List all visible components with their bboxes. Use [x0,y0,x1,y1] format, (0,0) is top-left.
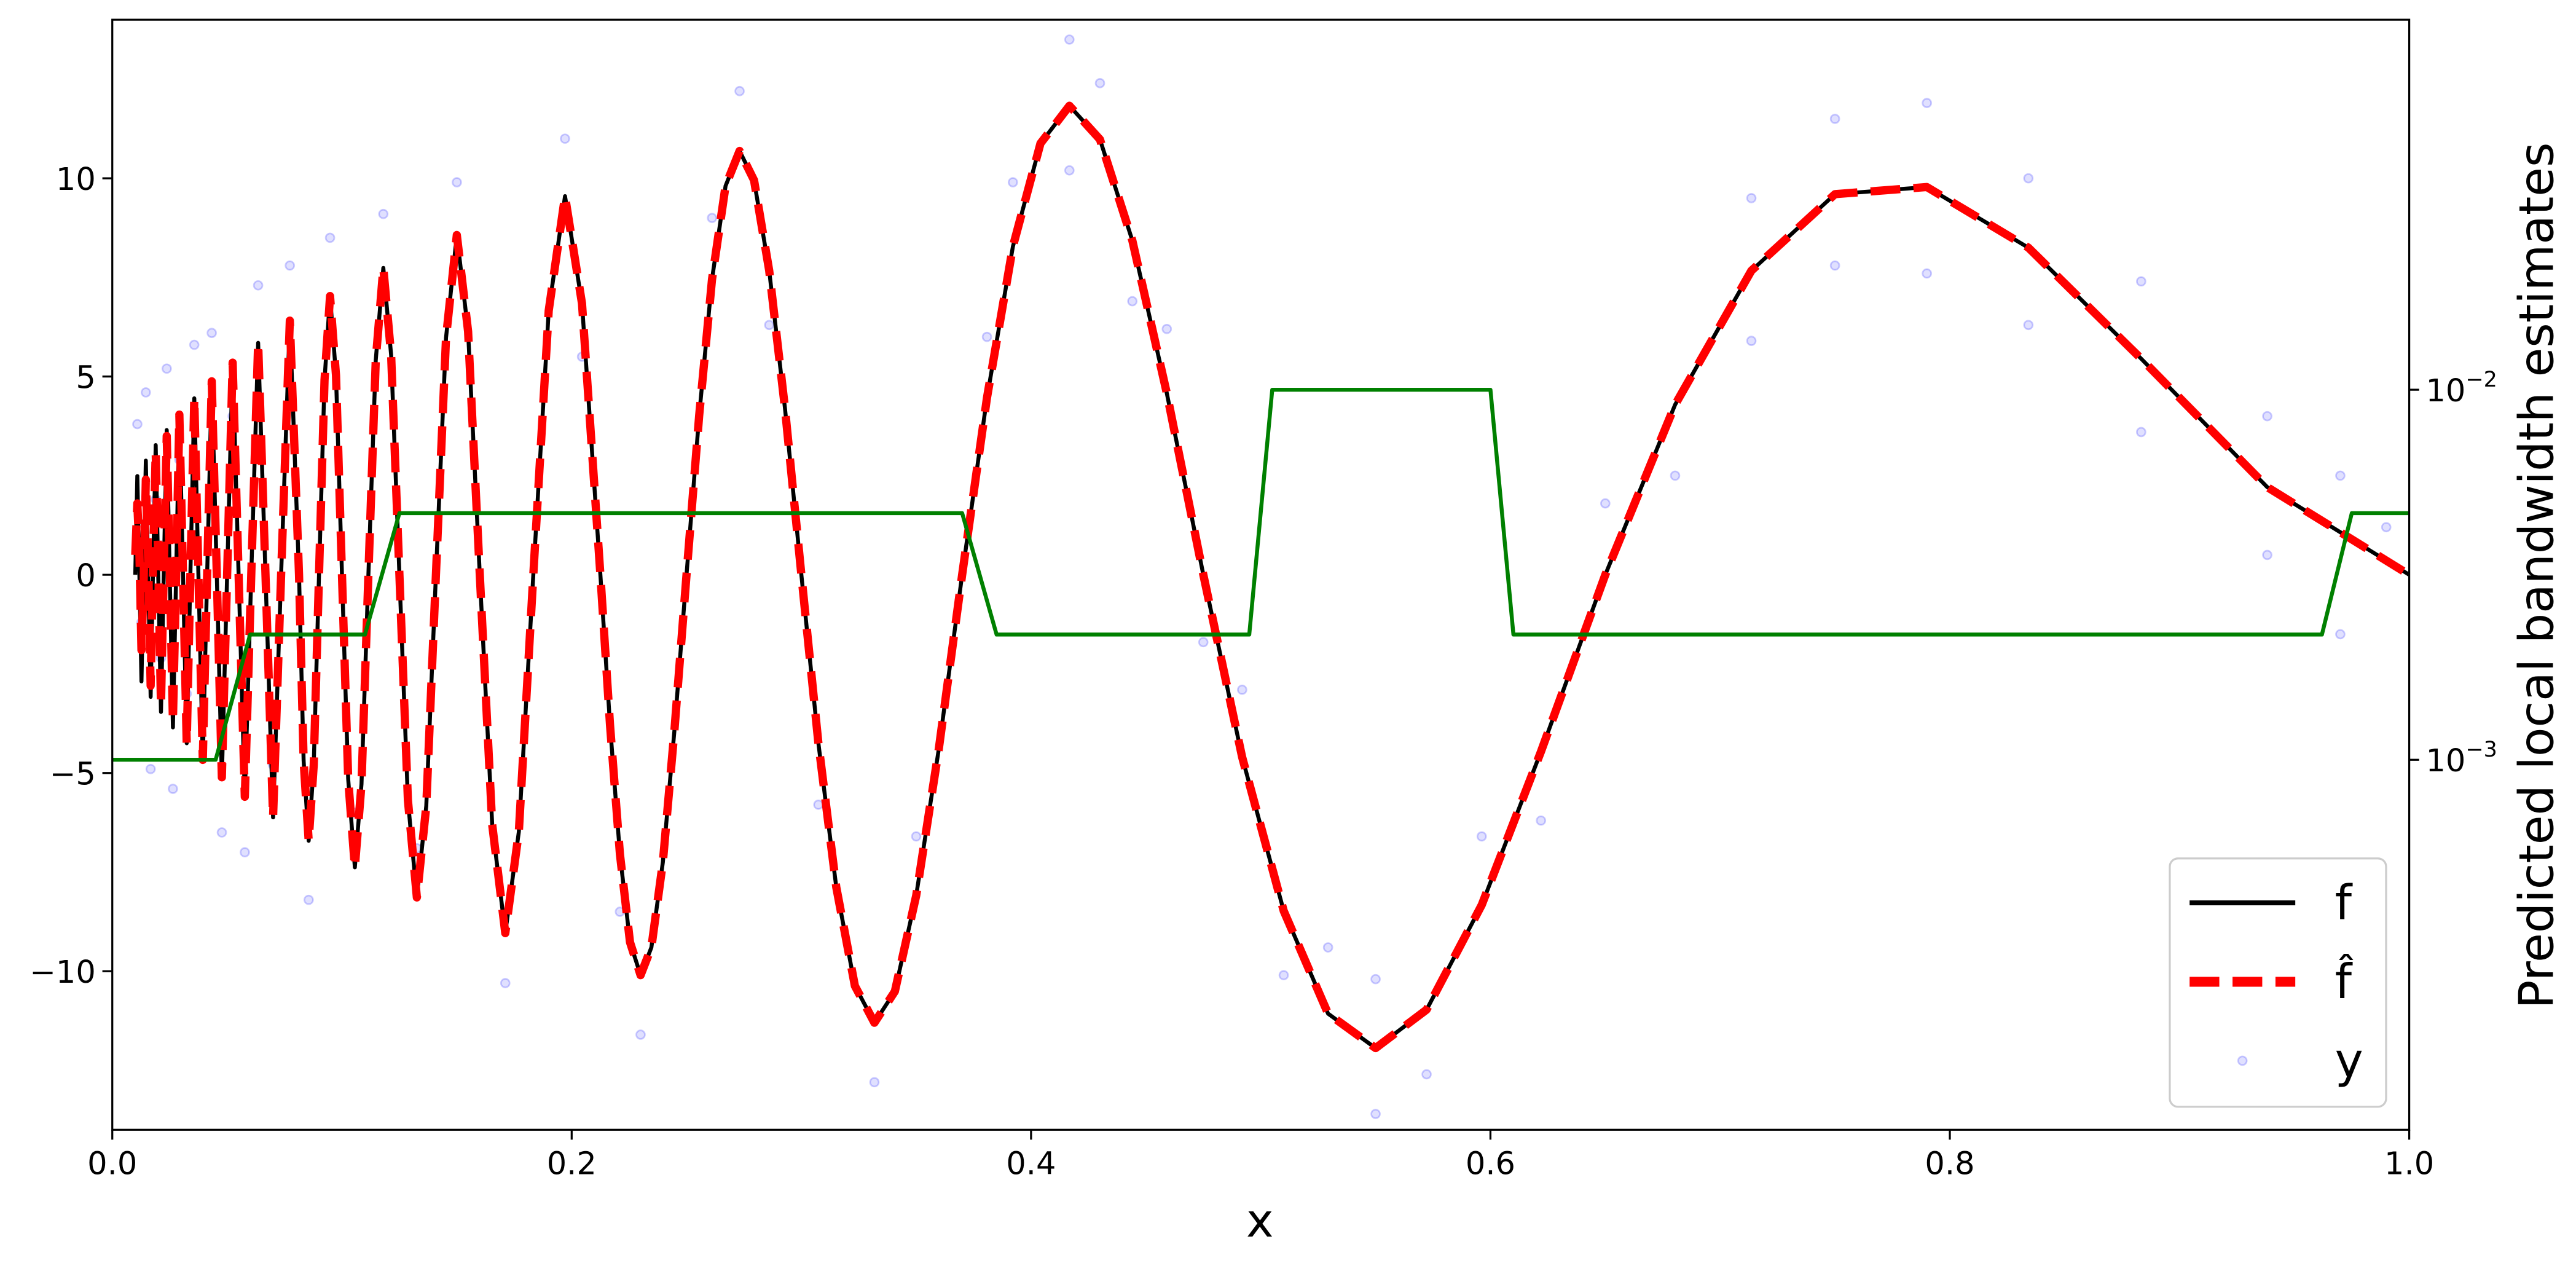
x-axis-label: x [1246,1194,1274,1248]
y-tick-label: −5 [50,757,96,793]
y-tick-label: 10 [56,162,96,198]
data-point [1600,498,1611,509]
data-point [707,213,718,223]
data-point [285,260,295,271]
x-tick-label: 0.0 [87,1146,137,1182]
data-point [1536,815,1547,826]
data-point [1322,942,1333,953]
line [131,101,2409,1053]
y-tick-label: 0 [76,558,95,594]
y2-tick-label: 10−3 [2425,738,2497,779]
data-point [560,133,570,144]
data-point [911,831,922,842]
data-point [145,763,156,774]
data-point [734,85,745,96]
data-point [161,363,172,374]
data-point [869,1077,880,1088]
data-point [1670,470,1681,481]
data-point [324,232,336,243]
x-tick-label: 0.8 [1925,1146,1974,1182]
data-point [1198,637,1209,648]
data-point [764,320,775,331]
x-tick-label: 1.0 [2384,1146,2434,1182]
data-point [1421,1069,1432,1080]
data-point [303,894,314,905]
x-tick-label: 0.2 [547,1146,597,1182]
data-point [1829,260,1840,271]
data-point [1829,114,1840,124]
data-point [1370,1109,1381,1119]
data-point [500,978,511,988]
data-point [2136,276,2146,287]
data-point [1922,98,1932,108]
data-point [168,784,178,794]
data-point [1476,831,1487,842]
data-point [2262,549,2272,561]
data-point [253,280,264,291]
data-point [1922,268,1932,279]
x-tick-label: 0.6 [1466,1146,1515,1182]
y2-tick-label: 10−2 [2425,368,2497,409]
data-point [1746,336,1757,346]
data-point [1237,684,1247,695]
data-point [1064,165,1075,176]
y-tick-label: −10 [29,954,96,991]
data-point [1370,974,1381,985]
data-point [1278,970,1289,980]
data-point [240,847,250,858]
data-point [2136,427,2146,438]
data-point [2381,522,2392,533]
legend-label: y [2335,1034,2363,1089]
data-point [378,208,389,219]
data-point [216,827,227,838]
y2-tick-base: 10 [2425,373,2465,409]
data-point [206,328,217,338]
data-point [1064,34,1075,45]
plot-area [112,34,2409,1119]
data-point [132,419,143,430]
x-tick-label: 0.4 [1006,1146,1056,1182]
data-point [813,800,824,810]
data-point [2335,470,2346,481]
bandwidth-line [112,387,2409,762]
data-point [635,1029,646,1040]
y-tick-label: 5 [76,360,95,396]
data-point [1746,193,1757,203]
data-point [140,387,151,398]
data-point [2335,629,2346,640]
data-point [2262,411,2272,422]
data-point [1161,323,1172,334]
data-point [2023,320,2034,331]
data-point [981,331,992,342]
legend-label: f [2335,876,2353,931]
legend-marker [2237,1055,2248,1066]
legend-label: f̂ [2335,954,2354,1010]
data-point [189,339,200,350]
y2-tick-base: 10 [2425,743,2465,779]
y2-tick-exponent: −2 [2465,368,2497,392]
data-point [452,177,462,187]
data-point [2023,173,2034,184]
y2-axis-label: Predicted local bandwidth estimates [2509,143,2564,1009]
data-point [1008,177,1018,187]
data-point [1127,296,1138,307]
data-point [1094,78,1105,89]
y2-tick-exponent: −3 [2465,738,2497,762]
